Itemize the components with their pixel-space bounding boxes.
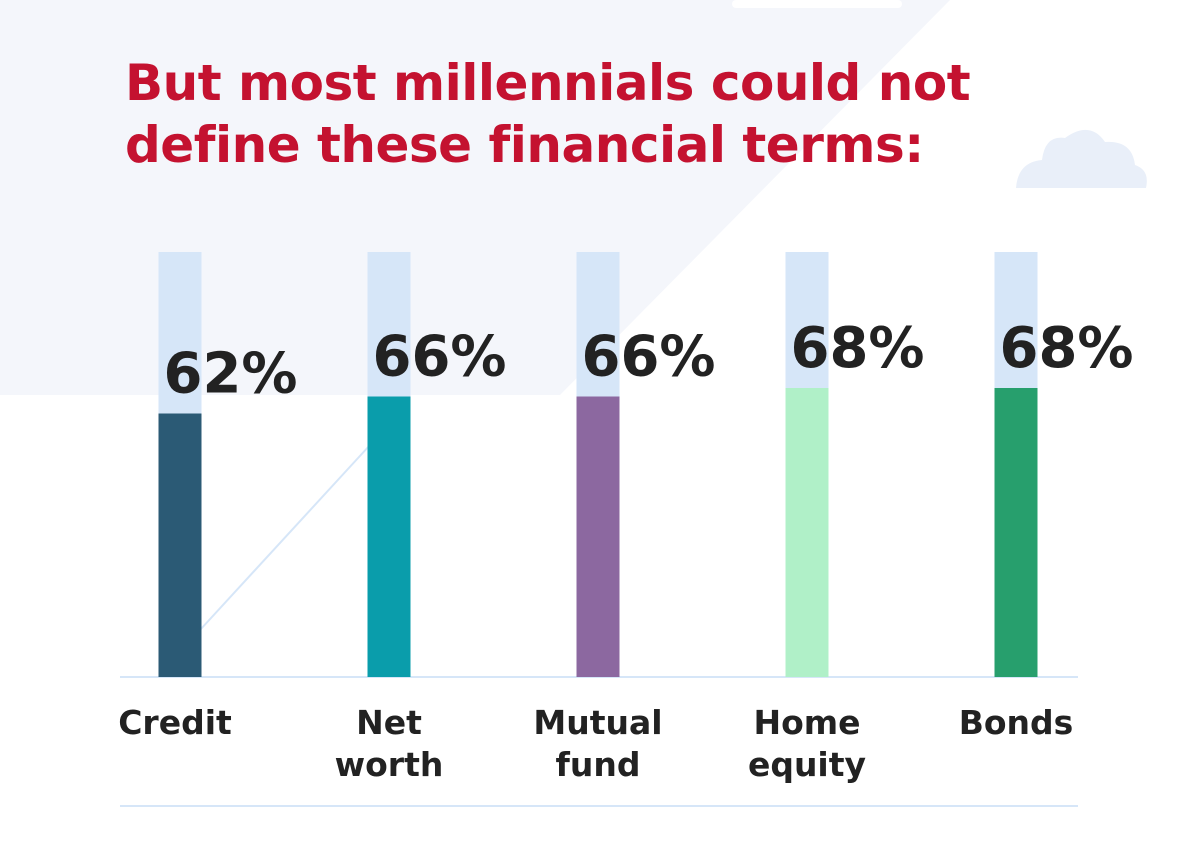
cloud bbox=[1016, 129, 1147, 188]
x-tick-label: Mutual fund bbox=[533, 703, 663, 784]
value-label: 68% bbox=[1000, 316, 1134, 381]
chart-title: But most millennials could not define th… bbox=[125, 54, 971, 174]
background-shape bbox=[732, 0, 902, 8]
x-tick-label: Bonds bbox=[958, 703, 1074, 742]
decor-line bbox=[199, 444, 371, 631]
bar bbox=[158, 413, 202, 677]
x-tick-label: Net worth bbox=[334, 703, 444, 784]
background-shape bbox=[0, 0, 950, 395]
bar bbox=[367, 396, 411, 677]
value-label: 62% bbox=[164, 342, 298, 407]
bar bbox=[994, 388, 1038, 677]
value-label: 68% bbox=[791, 316, 925, 381]
bar bbox=[576, 396, 620, 677]
x-tick-label: Home equity bbox=[747, 703, 867, 784]
value-label: 66% bbox=[373, 325, 507, 390]
value-label: 66% bbox=[582, 325, 716, 390]
bar bbox=[785, 388, 829, 677]
x-tick-label: Credit bbox=[118, 703, 232, 742]
